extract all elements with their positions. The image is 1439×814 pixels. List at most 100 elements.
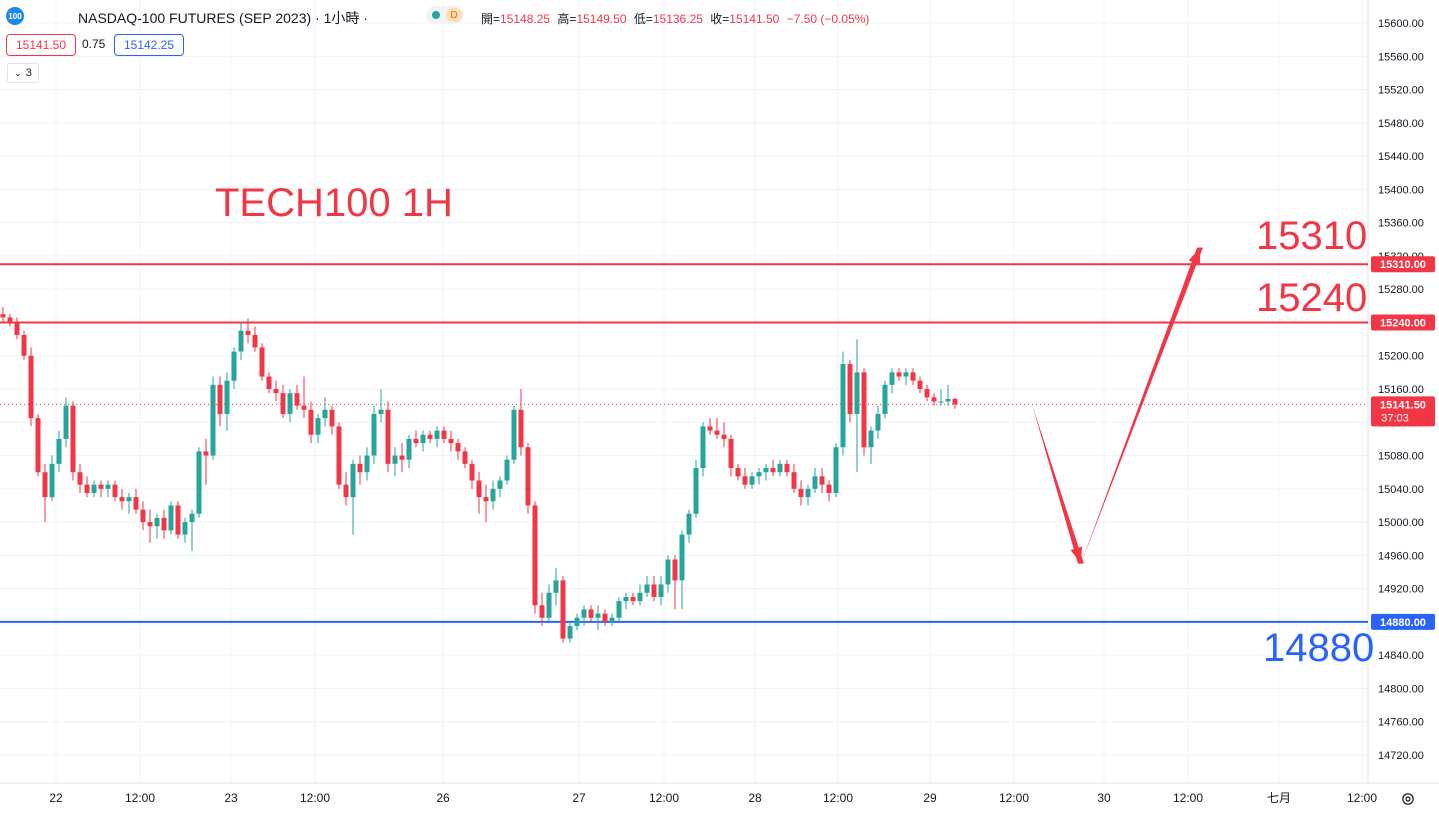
candle-down: [826, 484, 832, 493]
candle-up: [105, 484, 111, 489]
candle-up: [679, 534, 685, 581]
x-tick-label: 27: [572, 791, 586, 805]
y-tick-label: 14720.00: [1378, 750, 1424, 762]
change-value: −7.50 (−0.05%): [786, 12, 870, 26]
candle-down: [245, 330, 251, 335]
candle-up: [196, 451, 202, 514]
candle-down: [329, 409, 335, 427]
y-tick-label: 14920.00: [1378, 584, 1424, 596]
last-price-label: 15141.50: [1380, 399, 1426, 411]
candle-down: [651, 584, 657, 597]
candle-up: [434, 430, 440, 439]
y-tick-label: 15440.00: [1378, 151, 1424, 163]
candle-down: [28, 355, 34, 419]
candle-down: [896, 372, 902, 377]
candle-up: [609, 617, 615, 622]
y-tick-label: 14760.00: [1378, 717, 1424, 729]
candle-up: [392, 455, 398, 464]
chart-title-annotation[interactable]: TECH100 1H: [215, 181, 453, 225]
x-tick-label: 30: [1097, 791, 1111, 805]
y-tick-label: 15360.00: [1378, 218, 1424, 230]
y-tick-label: 15080.00: [1378, 451, 1424, 463]
y-tick-label: 15600.00: [1378, 18, 1424, 30]
candle-up: [322, 409, 328, 419]
gear-icon[interactable]: [1401, 792, 1415, 806]
candle-down: [560, 580, 566, 639]
sell-price-button[interactable]: 15141.50: [6, 34, 76, 56]
y-tick-label: 15000.00: [1378, 517, 1424, 529]
symbol-title[interactable]: NASDAQ-100 FUTURES (SEP 2023) · 1小時 ·: [78, 10, 368, 26]
candle-down: [399, 455, 405, 460]
candle-up: [210, 384, 216, 456]
high-value: 15149.50: [576, 12, 627, 26]
candle-down: [161, 517, 167, 531]
symbol-logo-icon[interactable]: 100: [6, 7, 24, 25]
level-price-label: 15310.00: [1380, 259, 1426, 271]
candle-down: [819, 476, 825, 485]
candle-down: [469, 463, 475, 481]
market-open-status-icon: [432, 11, 440, 19]
level-price-tag: [1371, 314, 1435, 331]
candle-up: [168, 505, 174, 531]
projection-down-leg: [1032, 404, 1084, 564]
buy-price-button[interactable]: 15142.25: [114, 34, 184, 56]
candle-down: [441, 430, 447, 439]
x-tick-label: 23: [224, 791, 238, 805]
close-value: 15141.50: [729, 12, 780, 26]
candle-up: [623, 596, 629, 602]
candle-down: [413, 438, 419, 444]
y-tick-label: 15200.00: [1378, 351, 1424, 363]
candle-down: [252, 334, 258, 348]
chevron-down-icon: ⌄: [14, 67, 22, 78]
candle-down: [217, 384, 223, 414]
candle-down: [448, 438, 454, 444]
candle-up: [315, 418, 321, 435]
candle-up: [840, 364, 846, 448]
close-label: 收=: [710, 12, 730, 26]
candle-up: [378, 409, 384, 414]
candle-down: [385, 409, 391, 464]
candle-down: [119, 497, 125, 502]
candle-up: [938, 401, 944, 403]
projection-up-arrowhead: [1188, 247, 1200, 265]
candle-down: [0, 314, 6, 318]
level-price-label: 15240.00: [1380, 317, 1426, 329]
level-price-tag: [1371, 256, 1435, 273]
candle-down: [525, 447, 531, 506]
level-price-label: 14880.00: [1380, 617, 1426, 629]
candle-up: [511, 409, 517, 460]
candle-down: [77, 472, 83, 485]
y-tick-label: 15560.00: [1378, 51, 1424, 63]
x-tick-label: 12:00: [823, 791, 853, 805]
candle-up: [91, 484, 97, 493]
y-tick-label: 15160.00: [1378, 384, 1424, 396]
candle-up: [350, 463, 356, 498]
candle-up: [63, 405, 69, 439]
candle-up: [616, 601, 622, 618]
y-tick-label: 14840.00: [1378, 650, 1424, 662]
candle-down: [924, 389, 930, 398]
candle-up: [658, 584, 664, 597]
candle-down: [308, 409, 314, 435]
candle-down: [301, 405, 307, 410]
open-value: 15148.25: [500, 12, 551, 26]
candle-up: [574, 617, 580, 627]
last-price-tag: [1371, 396, 1435, 427]
candle-down: [630, 596, 636, 602]
candle-down: [133, 497, 139, 510]
level-15240-annotation[interactable]: 15240: [1256, 276, 1368, 320]
projection-up-leg: [1081, 247, 1203, 564]
data-delay-badge[interactable]: D: [446, 8, 462, 22]
candle-up: [546, 592, 552, 618]
candle-down: [847, 364, 853, 414]
candle-down: [273, 389, 279, 394]
candle-up: [833, 447, 839, 493]
candle-down: [427, 434, 433, 439]
level-15310-annotation[interactable]: 15310: [1256, 214, 1368, 258]
candle-up: [777, 463, 783, 473]
candle-down: [7, 317, 13, 323]
indicators-toggle-button[interactable]: ⌄ 3: [7, 63, 39, 83]
level-14880-annotation[interactable]: 14880: [1263, 626, 1375, 670]
x-tick-label: 12:00: [300, 791, 330, 805]
